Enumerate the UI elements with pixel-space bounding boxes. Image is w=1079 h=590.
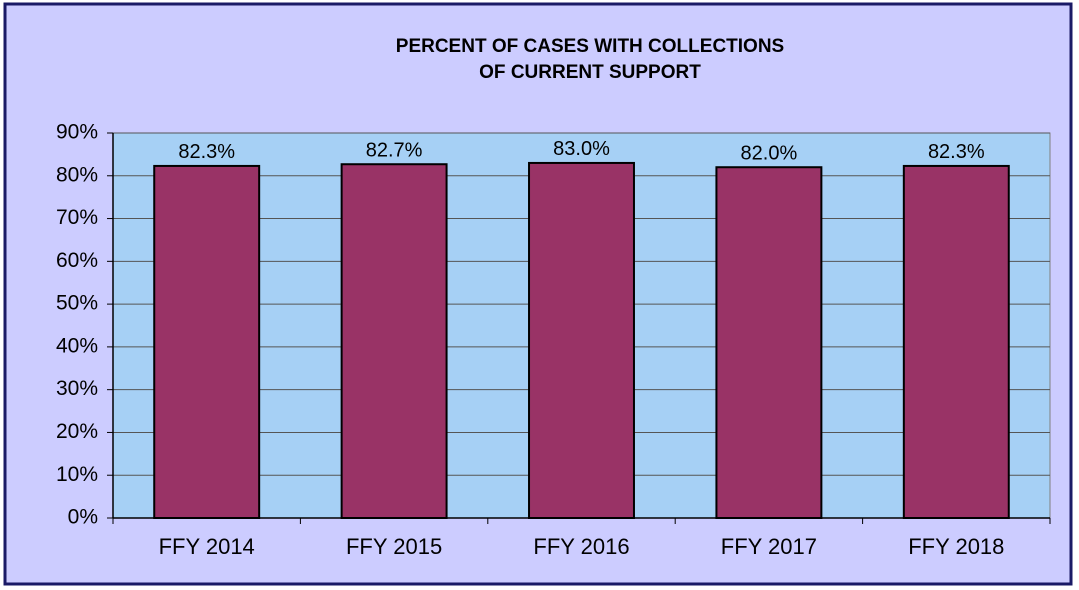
bar [902, 164, 1010, 519]
y-tick-label: 0% [68, 506, 98, 529]
y-tick-label: 30% [56, 377, 98, 400]
bar [715, 166, 823, 519]
bar [153, 164, 261, 519]
x-tick-label: FFY 2017 [721, 534, 817, 559]
y-tick-label: 10% [56, 463, 98, 486]
x-tick-label: FFY 2014 [159, 534, 255, 559]
x-tick-label: FFY 2018 [908, 534, 1004, 559]
bar [528, 161, 635, 519]
chart-title: OF CURRENT SUPPORT [479, 62, 701, 83]
x-tick-label: FFY 2015 [346, 534, 442, 559]
data-label: 82.3% [928, 141, 985, 163]
chart-title: PERCENT OF CASES WITH COLLECTIONS [396, 36, 784, 57]
y-tick-label: 90% [56, 121, 98, 144]
y-tick-label: 40% [56, 334, 98, 357]
y-tick-label: 80% [56, 163, 98, 186]
data-label: 82.3% [178, 141, 235, 163]
bar [340, 163, 448, 519]
y-tick-label: 20% [56, 420, 98, 443]
y-tick-label: 70% [56, 206, 98, 229]
data-label: 82.0% [741, 143, 798, 165]
x-tick-label: FFY 2016 [533, 534, 629, 559]
y-tick-label: 60% [56, 249, 98, 272]
y-tick-label: 50% [56, 292, 98, 315]
data-label: 83.0% [553, 138, 610, 160]
data-label: 82.7% [366, 140, 423, 162]
